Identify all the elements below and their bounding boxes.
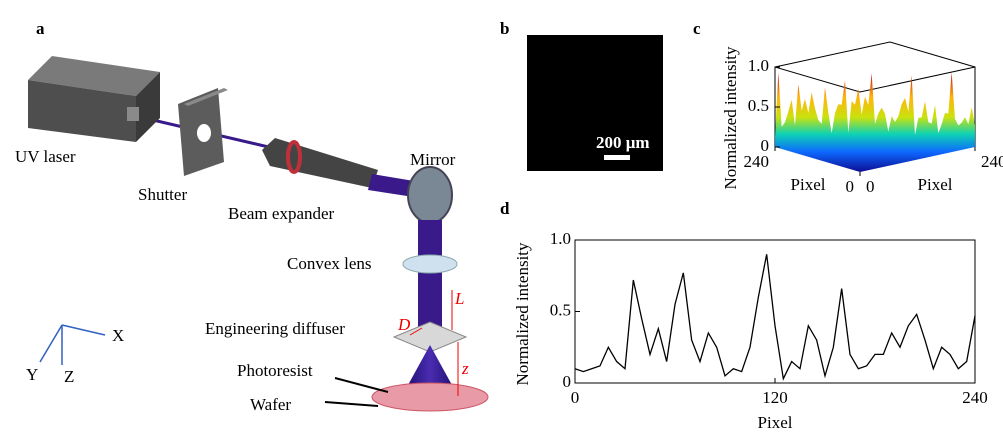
x-tick-label: 240	[962, 388, 988, 407]
x-axis-label: Pixel	[918, 175, 953, 194]
y-tick-label: 240	[744, 152, 770, 171]
data-line	[575, 254, 975, 378]
x-tick-label: 0	[571, 388, 580, 407]
panel-label: c	[693, 19, 701, 38]
label: Engineering diffuser	[205, 319, 345, 338]
y-tick-label: 0	[846, 177, 855, 196]
laser-aperture	[127, 107, 139, 121]
label: z	[461, 359, 469, 378]
wafer	[372, 383, 488, 411]
y-tick-label: 1.0	[550, 229, 571, 248]
scale-bar	[604, 155, 630, 160]
label: Convex lens	[287, 254, 372, 273]
x-tick-label: 0	[866, 177, 875, 196]
y-axis-label: Normalized intensity	[513, 242, 532, 386]
axis-label: Y	[26, 365, 38, 384]
y-tick-label: 0	[563, 372, 572, 391]
x-axis-label: Pixel	[758, 413, 793, 432]
scale-label: 200 μm	[596, 133, 650, 152]
x-tick-label: 120	[762, 388, 788, 407]
label: Mirror	[410, 150, 456, 169]
setup-diagram	[28, 56, 488, 411]
label: Wafer	[250, 395, 291, 414]
z-axis-label: Normalized intensity	[721, 46, 740, 190]
surface-box	[775, 42, 975, 67]
y-tick-label: 0.5	[550, 300, 571, 319]
label: Beam expander	[228, 204, 335, 223]
surface	[775, 72, 975, 172]
panel-label: d	[500, 199, 510, 218]
axis-label: Z	[64, 367, 74, 386]
wafer-arrow	[325, 402, 378, 406]
figure: a UV laser Shutter Beam expander Mirror …	[0, 0, 1003, 438]
z-tick-label: 0.5	[748, 96, 769, 115]
y-axis-label: Pixel	[791, 175, 826, 194]
label: UV laser	[15, 147, 76, 166]
beam-expander	[262, 138, 378, 188]
label: L	[454, 289, 464, 308]
beam-down	[418, 220, 442, 332]
convex-lens	[403, 255, 457, 273]
label: Photoresist	[237, 361, 313, 380]
z-tick-label: 1.0	[748, 56, 769, 75]
mirror	[408, 167, 452, 223]
x-tick-label: 240	[981, 152, 1003, 171]
axis-label: X	[112, 326, 124, 345]
label: D	[397, 315, 411, 334]
panel-label: b	[500, 19, 509, 38]
panel-label: a	[36, 19, 45, 38]
label: Shutter	[138, 185, 187, 204]
plot-frame	[575, 240, 975, 383]
y-axis-arrow	[40, 325, 62, 362]
x-axis-arrow	[62, 325, 105, 335]
photoresist-arrow	[335, 378, 388, 392]
shutter-hole	[197, 124, 211, 142]
